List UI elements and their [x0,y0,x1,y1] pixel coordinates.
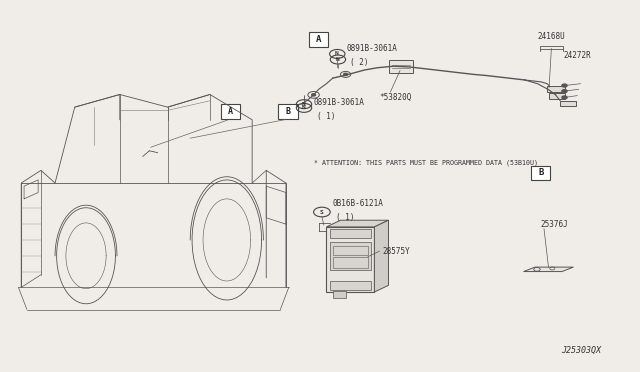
Bar [330,242,371,270]
Text: N: N [335,57,339,62]
Text: N: N [301,105,305,110]
Text: 25376J: 25376J [541,220,568,229]
Circle shape [562,96,567,99]
Circle shape [312,94,316,96]
Text: 0B16B-6121A: 0B16B-6121A [332,199,383,208]
Text: A: A [228,107,233,116]
Text: S: S [319,209,323,215]
Text: ( 2): ( 2) [350,58,369,67]
Text: * ATTENTION: THIS PARTS MUST BE PROGRAMMED DATA (53B10U): * ATTENTION: THIS PARTS MUST BE PROGRAMM… [314,160,538,166]
Text: 28575Y: 28575Y [383,247,410,256]
Text: N: N [301,102,305,107]
Bar [221,104,240,119]
Text: B: B [538,169,543,177]
Bar [531,166,550,180]
Bar [333,246,368,255]
Bar [326,227,374,292]
Circle shape [562,84,567,87]
Bar [278,104,298,119]
Bar [333,257,368,268]
Text: N: N [335,51,339,57]
Circle shape [344,73,348,76]
Bar [560,101,576,106]
Bar [389,60,413,73]
Text: ( 1): ( 1) [317,112,335,121]
Bar [330,281,371,290]
Polygon shape [326,220,388,227]
Bar [333,291,346,298]
Text: J25303QX: J25303QX [562,346,602,355]
Polygon shape [374,220,388,292]
Text: A: A [316,35,321,44]
Text: 0891B-3061A: 0891B-3061A [314,98,364,107]
Bar [547,86,565,92]
Text: 0891B-3061A: 0891B-3061A [347,44,397,53]
Text: B: B [285,107,291,116]
Circle shape [562,90,567,93]
Bar [330,229,371,238]
Text: 24168U: 24168U [538,32,565,41]
Text: *53820Q: *53820Q [380,93,412,102]
Polygon shape [524,267,573,272]
Bar [549,93,565,99]
Text: 24272R: 24272R [563,51,591,60]
Text: ( 1): ( 1) [336,213,355,222]
Bar [309,32,328,46]
